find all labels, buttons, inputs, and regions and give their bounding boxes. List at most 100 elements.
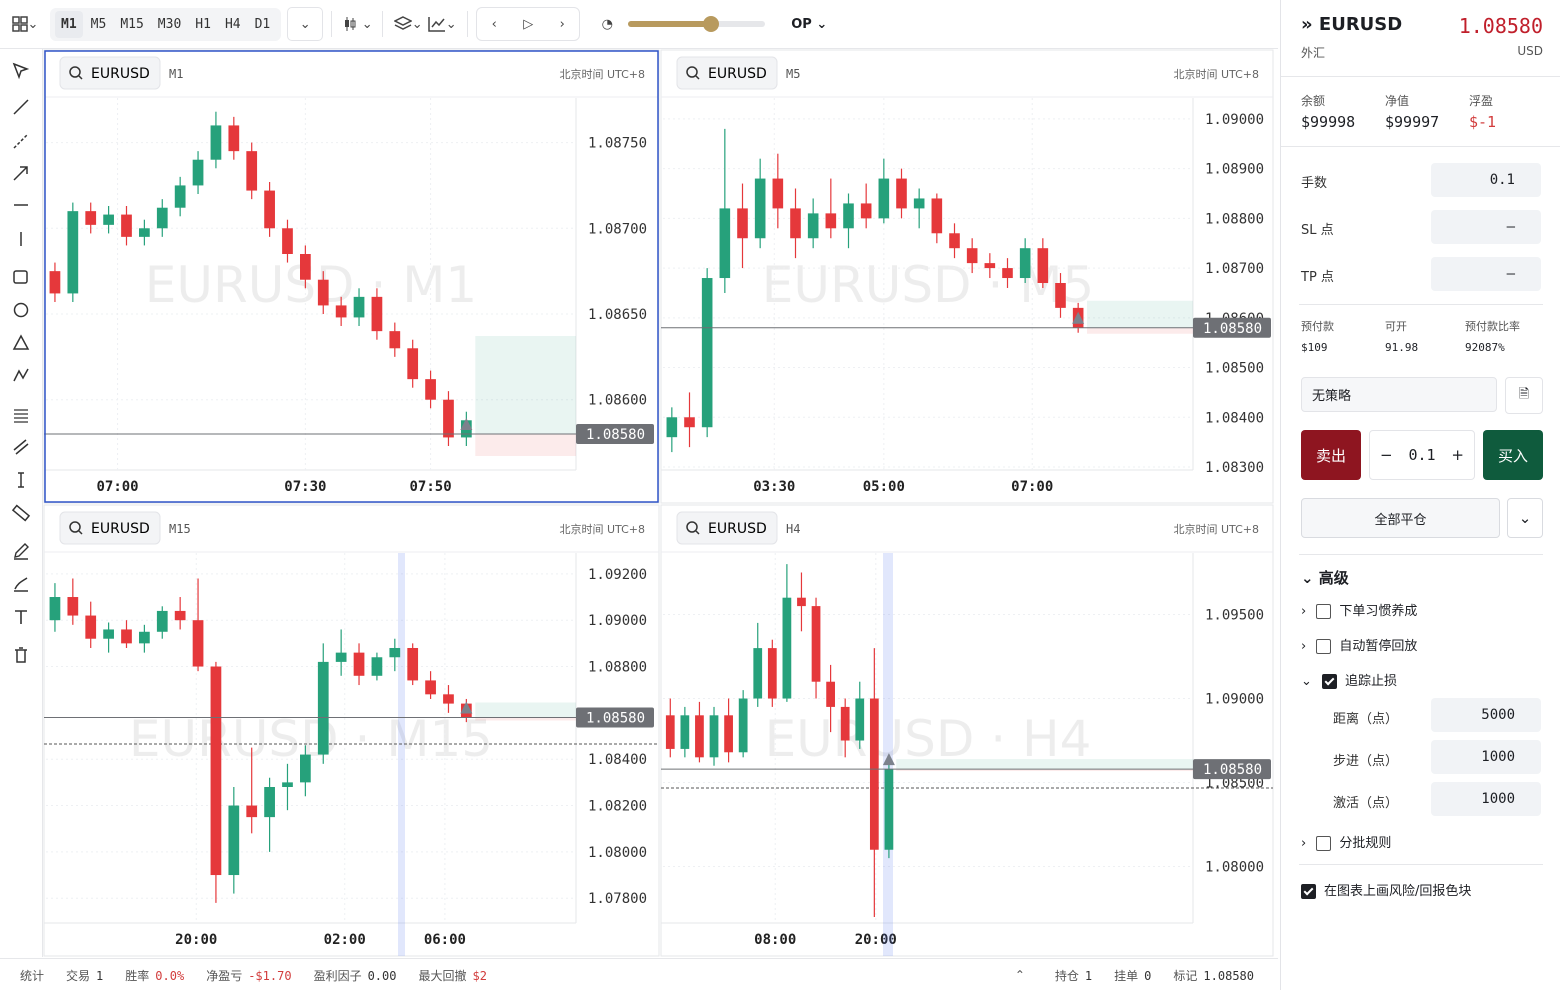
y-tick-label: 1.08800	[1205, 211, 1264, 227]
step-forward[interactable]: ›	[559, 16, 565, 32]
y-tick-label: 1.09500	[1205, 607, 1264, 623]
symbol-search[interactable]	[59, 511, 161, 545]
trailing-value[interactable]: 5000	[1431, 698, 1541, 732]
candle-body	[246, 151, 258, 191]
tool-line[interactable]	[11, 97, 31, 117]
tool-channel[interactable]	[11, 437, 31, 457]
split-row[interactable]: › 分批规则	[1301, 836, 1392, 851]
timeframe-button[interactable]: H4	[224, 16, 241, 32]
candle-body	[389, 331, 401, 349]
checkbox[interactable]	[1316, 639, 1332, 654]
tool-vline[interactable]	[11, 229, 31, 249]
speed-mode[interactable]: OP ⌄	[791, 16, 828, 32]
timeframe-button[interactable]: H1	[195, 16, 211, 32]
margin-value: $109	[1301, 341, 1328, 354]
account-label: 余额	[1301, 94, 1326, 108]
speed-slider[interactable]	[624, 14, 769, 34]
candle-body	[443, 694, 454, 704]
timeframe-button[interactable]: M30	[157, 16, 182, 32]
candle-body	[282, 228, 293, 254]
price-label: 1.08580	[1203, 321, 1262, 337]
speed-icon: ◔	[601, 16, 613, 32]
input-value[interactable]: –	[1431, 257, 1541, 291]
x-tick-label: 07:50	[410, 479, 452, 495]
layout-button[interactable]: ⌄	[8, 8, 42, 40]
trailing-value[interactable]: 1000	[1431, 782, 1541, 816]
symbol: EURUSD	[708, 66, 767, 82]
layers-button[interactable]: ⌄	[391, 8, 425, 40]
tool-pen[interactable]	[11, 541, 31, 561]
tool-cursor[interactable]	[11, 61, 31, 81]
stat: 交易 1	[66, 967, 103, 984]
strategy: 无策略	[1312, 389, 1352, 404]
tool-circle[interactable]	[11, 300, 31, 320]
minus[interactable]: −	[1380, 446, 1393, 464]
reward-zone	[1087, 300, 1193, 328]
draw-risk-row[interactable]: 在图表上画风险/回报色块	[1301, 880, 1543, 899]
close-all-button[interactable]: 全部平仓	[1301, 498, 1500, 538]
plus[interactable]: +	[1451, 446, 1464, 464]
candle-body	[825, 213, 837, 229]
tool-hline[interactable]	[11, 195, 31, 215]
tool-ruler[interactable]	[11, 503, 31, 523]
strategy-file[interactable]: 🗎	[1505, 377, 1543, 414]
advanced-header[interactable]: ⌄ 高级	[1301, 569, 1349, 587]
x-tick-label: 03:30	[753, 479, 795, 495]
tool-delete[interactable]	[11, 645, 31, 665]
position-marker	[882, 753, 895, 766]
symbol-search[interactable]	[59, 56, 161, 90]
input-value[interactable]: –	[1431, 210, 1541, 244]
indicators-button[interactable]: ⌄	[425, 8, 459, 40]
candle-body	[103, 629, 114, 639]
symbol-search[interactable]	[676, 56, 778, 90]
sell-button[interactable]: 卖出	[1301, 430, 1361, 480]
input-value[interactable]: 0.1	[1431, 163, 1541, 197]
candle-body	[139, 631, 150, 644]
stat-value: 1	[1084, 968, 1093, 983]
x-tick-label: 06:00	[424, 932, 466, 948]
panel-bg	[43, 49, 660, 504]
tool-ray[interactable]	[11, 131, 31, 151]
symbol: EURUSD	[1318, 14, 1403, 35]
x-tick-label: 07:00	[96, 479, 138, 495]
checkbox[interactable]	[1322, 674, 1338, 689]
stat: 最大回撤 $2	[418, 967, 486, 984]
play[interactable]: ▷	[523, 16, 534, 32]
option-row[interactable]: ⌄ 追踪止损	[1301, 674, 1398, 689]
close-all-menu[interactable]: ⌄	[1507, 498, 1543, 538]
option-row[interactable]: › 下单习惯养成	[1301, 604, 1418, 619]
more-timeframes[interactable]: ⌄	[287, 7, 324, 41]
tool-text[interactable]	[11, 607, 31, 627]
y-tick-label: 1.08300	[1205, 460, 1264, 476]
chart-type[interactable]: ⌄	[340, 8, 374, 40]
symbol: EURUSD	[708, 521, 767, 537]
y-tick-label: 1.08400	[1205, 410, 1264, 426]
search-icon	[686, 66, 698, 78]
tool-arrow[interactable]	[11, 163, 31, 183]
tool-rect[interactable]	[11, 267, 31, 287]
tool-fib[interactable]	[11, 405, 31, 425]
reward-zone	[896, 759, 1193, 770]
candle-body	[709, 715, 719, 758]
timeframe-button[interactable]: M15	[120, 16, 144, 32]
candle-body	[666, 417, 678, 438]
option-row[interactable]: › 自动暂停回放	[1301, 639, 1418, 654]
buy-button[interactable]: 买入	[1483, 430, 1543, 480]
split-label: 分批规则	[1339, 836, 1392, 851]
candle-body	[246, 805, 258, 818]
strategy-select[interactable]: 无策略	[1301, 377, 1497, 412]
timeframe: M15	[169, 522, 191, 536]
step-back[interactable]: ‹	[491, 16, 497, 32]
timeframe-button[interactable]: M1	[55, 10, 83, 38]
timeframe-button[interactable]: D1	[254, 16, 271, 32]
position-marker	[1072, 311, 1085, 324]
symbol-search[interactable]	[676, 511, 778, 545]
timeframe-button[interactable]: M5	[90, 16, 107, 32]
tool-brush[interactable]	[11, 574, 31, 594]
tool-polyline[interactable]	[11, 365, 31, 385]
checkbox[interactable]	[1316, 604, 1332, 619]
tool-measure[interactable]	[11, 470, 31, 490]
trailing-value[interactable]: 1000	[1431, 740, 1541, 774]
tool-triangle[interactable]	[11, 333, 31, 353]
candle-body	[884, 769, 894, 850]
